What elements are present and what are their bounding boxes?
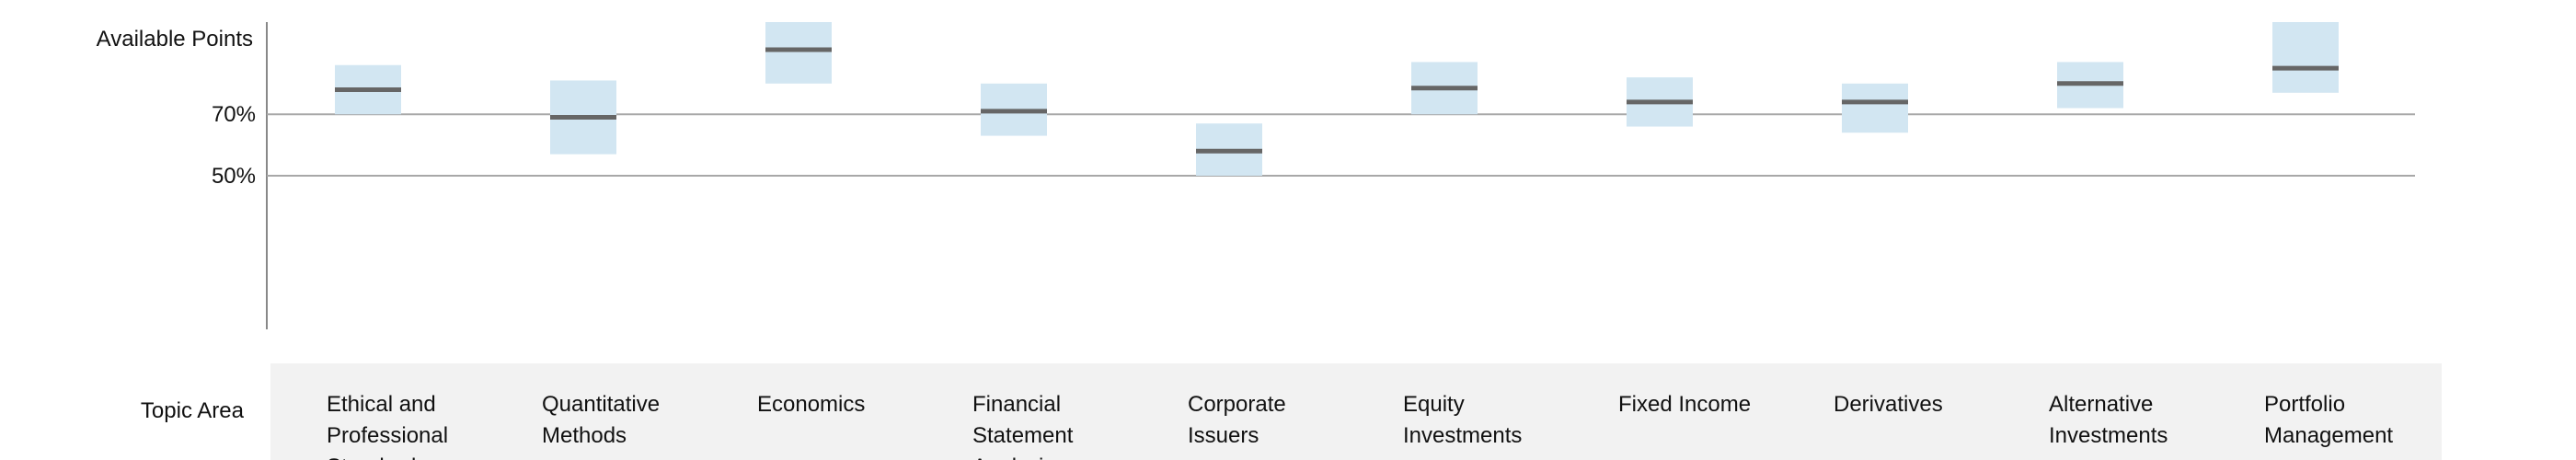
- category-label: Quantitative Methods: [542, 392, 661, 448]
- category-label: Fixed Income: [1618, 392, 1752, 417]
- y-tick-label: 70%: [212, 102, 256, 127]
- category-label: Financial Statement Analysis: [972, 392, 1074, 460]
- range-box: [2272, 22, 2339, 93]
- x-axis-title: Topic Area: [140, 398, 244, 423]
- category-label: Alternative Investments: [2049, 392, 2168, 448]
- range-box: [1842, 83, 1908, 133]
- topic-panel: [270, 363, 2442, 460]
- category-label: Derivatives: [1834, 392, 1943, 417]
- category-label: Portfolio Management: [2264, 392, 2394, 448]
- y-axis-title: Available Points: [97, 27, 253, 52]
- range-box: [765, 22, 832, 84]
- category-label: Ethical and Professional Standards: [327, 392, 449, 460]
- category-label: Equity Investments: [1403, 392, 1523, 448]
- category-label: Corporate Issuers: [1188, 392, 1286, 448]
- y-tick-label: 50%: [212, 164, 256, 189]
- category-label: Economics: [757, 392, 866, 417]
